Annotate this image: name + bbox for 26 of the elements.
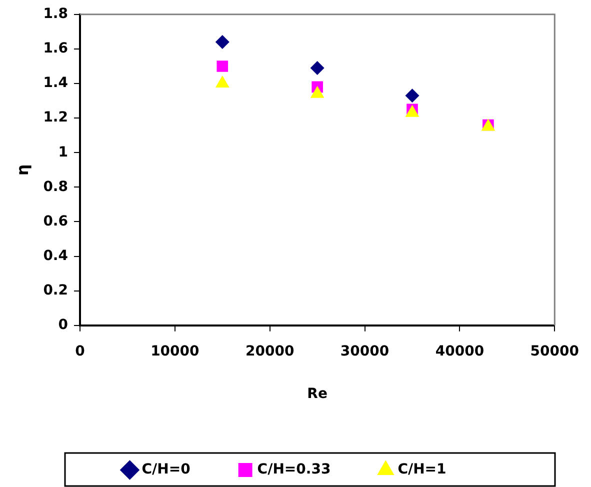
y-tick-label: 1.2 — [43, 110, 68, 126]
legend-label: C/H=1 — [398, 462, 446, 478]
y-tick-label: 1.6 — [43, 40, 68, 57]
x-tick-label: 10000 — [150, 343, 200, 360]
legend-label: C/H=0.33 — [257, 462, 331, 478]
y-tick-label: 1.4 — [43, 75, 68, 92]
y-tick-label: 0.4 — [43, 248, 68, 264]
x-tick-label: 0 — [75, 343, 86, 360]
point — [215, 35, 230, 50]
y-tick-label: 1.8 — [43, 6, 68, 22]
x-axis-title: Re — [307, 386, 328, 402]
x-tick-label: 20000 — [246, 343, 294, 360]
y-axis-title: η — [12, 164, 32, 176]
legend-label: C/H=0 — [142, 462, 191, 478]
y-tick-label: 0.2 — [43, 282, 68, 298]
point — [310, 60, 324, 75]
x-tick-label: 40000 — [435, 343, 484, 360]
point — [405, 88, 420, 103]
y-tick-label: 0.6 — [43, 213, 68, 230]
point — [215, 76, 230, 88]
point — [216, 60, 228, 72]
x-tick-label: 30000 — [340, 343, 390, 360]
x-tick-label: 50000 — [530, 343, 580, 360]
y-tick-label: 0.8 — [43, 178, 68, 195]
y-tick-label: 1 — [58, 144, 68, 160]
y-tick-label: 0 — [58, 317, 68, 334]
